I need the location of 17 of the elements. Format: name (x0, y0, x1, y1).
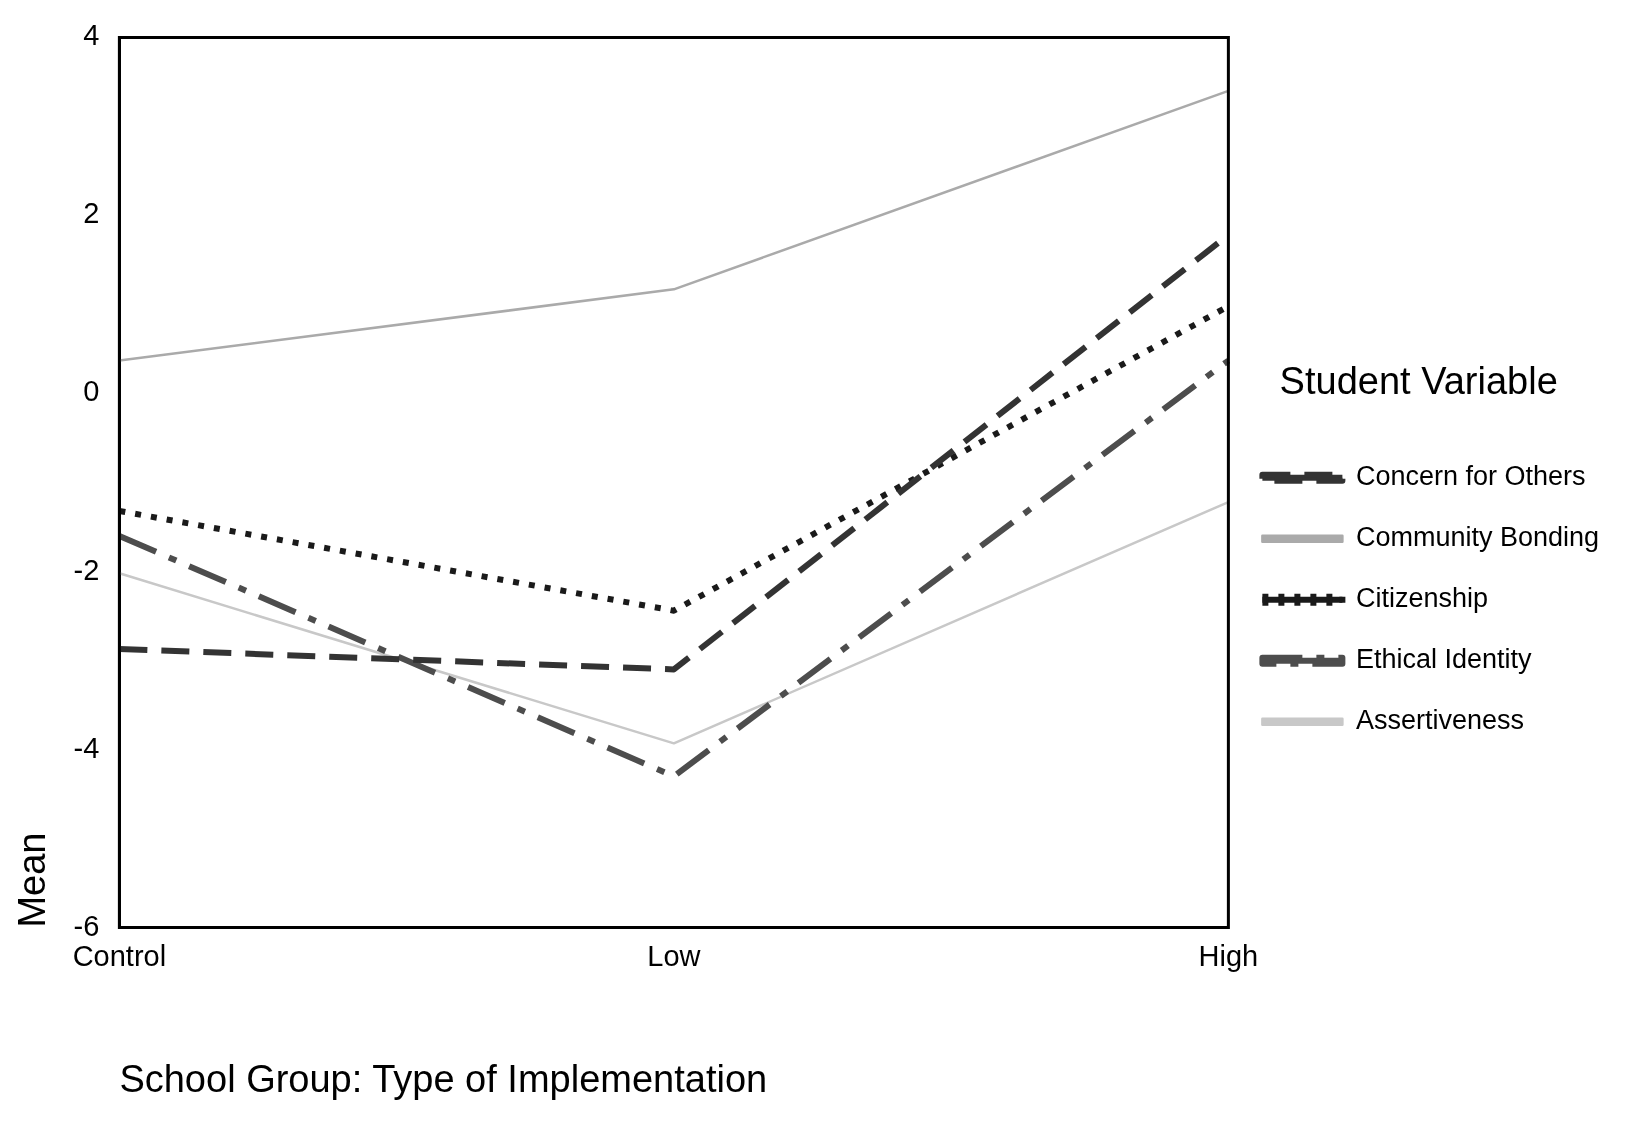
legend-label: Citizenship (1355, 583, 1488, 614)
x-tick-label: Control (72, 940, 167, 972)
x-tick-label: Low (647, 940, 702, 972)
y-tick-label: 0 (83, 375, 100, 408)
y-tick-label: -4 (73, 731, 100, 764)
y-tick-label: 2 (83, 197, 100, 230)
x-tick-label: High (1198, 940, 1259, 972)
y-tick-label: -2 (73, 553, 100, 586)
legend-label: Community Bonding (1355, 522, 1600, 553)
legend-title: Student Variable (1279, 360, 1558, 403)
legend-label: Ethical Identity (1355, 644, 1532, 675)
y-axis-title: Mean (11, 832, 54, 928)
y-tick-label: 4 (83, 19, 100, 52)
x-axis-title: School Group: Type of Implementation (119, 1057, 768, 1100)
y-tick-label: -6 (73, 909, 100, 942)
legend-label: Concern for Others (1355, 461, 1586, 492)
legend-label: Assertiveness (1355, 705, 1524, 736)
